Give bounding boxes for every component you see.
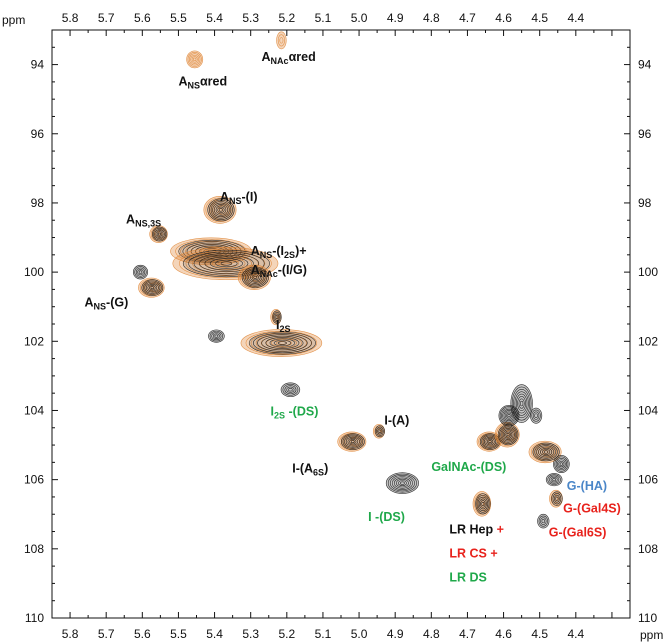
x-tick-label-bottom: 4.8 (423, 627, 440, 641)
peak-black (537, 513, 550, 529)
y-tick-label-right: 100 (638, 265, 658, 279)
peak-black (497, 424, 519, 446)
x-tick-label-top: 4.7 (459, 11, 476, 25)
tick-group (51, 29, 631, 619)
y-tick-label-left: 102 (24, 334, 44, 348)
x-tick-label-bottom: 5.1 (315, 627, 332, 641)
peak-annotation: I2S (276, 318, 291, 334)
peak-annotation: I-(A6S) (292, 462, 328, 478)
y-tick-label-right: 108 (638, 542, 658, 556)
x-tick-label-bottom: 4.5 (531, 627, 548, 641)
peak-black (280, 382, 301, 397)
peak-annotation: I2S -(DS) (271, 405, 319, 421)
peak-annotation: LR Hep + (449, 522, 504, 536)
x-tick-label-bottom: 4.4 (567, 627, 584, 641)
y-tick-label-left: 108 (24, 542, 44, 556)
x-tick-label-bottom: 4.6 (495, 627, 512, 641)
peak-black (529, 407, 543, 424)
y-tick-label-left: 110 (25, 611, 44, 625)
peak-black (208, 329, 225, 343)
peak-annotation: ANS-(I) (220, 190, 258, 206)
peak-black (151, 226, 168, 242)
y-tick-label-right: 94 (638, 58, 652, 72)
x-tick-label-bottom: 5.2 (278, 627, 295, 641)
y-tick-label-right: 96 (638, 127, 652, 141)
x-tick-label-top: 4.4 (567, 11, 584, 25)
x-tick-label-top: 5.6 (134, 11, 151, 25)
peak-annotation: G-(Gal4S) (563, 502, 621, 516)
peak-black (207, 198, 235, 222)
y-tick-label-right: 106 (638, 473, 658, 487)
x-tick-label-bottom: 5.3 (242, 627, 259, 641)
x-unit-label-top: ppm (2, 13, 25, 27)
peak-black (272, 310, 282, 324)
y-tick-label-right: 110 (638, 611, 657, 625)
x-unit-label-bottom: ppm (640, 628, 663, 642)
x-tick-label-top: 5.5 (170, 11, 187, 25)
y-tick-label-right: 98 (638, 196, 652, 210)
peak-annotation: ANAc-(I/G) (251, 263, 307, 279)
x-tick-label-bottom: 5.5 (170, 627, 187, 641)
peak-annotation: ANS-(G) (85, 296, 129, 312)
peak-black (532, 442, 560, 462)
y-tick-label-left: 106 (24, 473, 44, 487)
peak-black (241, 266, 269, 288)
peak-annotation: ANS,3S (126, 213, 161, 229)
x-tick-label-top: 5.4 (206, 11, 223, 25)
x-tick-label-bottom: 5.4 (206, 627, 223, 641)
peak-black (132, 264, 149, 280)
x-tick-label-top: 5.3 (242, 11, 259, 25)
peak-annotation: G-(HA) (567, 479, 607, 493)
y-tick-label-left: 94 (31, 58, 45, 72)
x-tick-label-top: 5.0 (351, 11, 368, 25)
peak-group (132, 31, 570, 529)
peak-annotation: ANS-(I2S)+ (251, 244, 307, 260)
x-tick-label-bottom: 5.6 (134, 627, 151, 641)
x-tick-label-top: 4.8 (423, 11, 440, 25)
peak-black (553, 455, 570, 474)
x-tick-label-top: 5.1 (315, 11, 332, 25)
peak-black (551, 491, 563, 506)
peak-black (141, 279, 164, 296)
peak-annotation: I-(A) (384, 413, 409, 427)
x-tick-label-bottom: 5.0 (351, 627, 368, 641)
x-tick-label-top: 5.2 (278, 11, 295, 25)
peak-black (385, 472, 419, 494)
y-tick-label-right: 104 (638, 403, 658, 417)
peak-black (498, 404, 520, 427)
y-tick-label-left: 98 (31, 196, 45, 210)
peak-black (340, 433, 365, 450)
peak-black (248, 331, 316, 355)
peak-orange (186, 50, 204, 69)
peak-annotation: I -(DS) (368, 510, 405, 524)
x-tick-label-top: 5.7 (98, 11, 115, 25)
plot-frame (51, 29, 631, 619)
y-tick-label-left: 96 (31, 127, 45, 141)
x-tick-label-top: 4.5 (531, 11, 548, 25)
peak-annotation: LR CS + (449, 546, 497, 560)
peak-annotation: GalNAc-(DS) (431, 460, 506, 474)
peak-black (545, 473, 563, 487)
peak-orange (276, 31, 287, 50)
peak-black (374, 425, 385, 438)
x-tick-label-bottom: 5.7 (98, 627, 115, 641)
y-tick-label-right: 102 (638, 334, 658, 348)
y-tick-label-left: 100 (24, 265, 44, 279)
peak-black (475, 493, 491, 515)
y-tick-label-left: 104 (24, 403, 44, 417)
x-tick-label-top: 4.9 (387, 11, 404, 25)
peak-annotation: ANSαred (178, 74, 227, 90)
x-tick-label-bottom: 4.9 (387, 627, 404, 641)
x-tick-label-bottom: 4.7 (459, 627, 476, 641)
peak-annotation: LR DS (449, 571, 487, 585)
x-tick-label-top: 5.8 (62, 11, 79, 25)
peak-annotation: G-(Gal6S) (549, 526, 607, 540)
peak-annotation: ANAcαred (262, 50, 316, 66)
tick-label-group: 5.8 5.8 5.7 5.7 5.6 5.6 5.5 5.5 5.4 5.4 5.3 5.3 5.2 5… (24, 11, 658, 641)
annotation-group: ANAcαred ANSαred ANS-(I) ANS,3S ANS-(I2S)+ AN… (85, 50, 621, 585)
x-tick-label-bottom: 5.8 (62, 627, 79, 641)
x-tick-label-top: 4.6 (495, 11, 512, 25)
